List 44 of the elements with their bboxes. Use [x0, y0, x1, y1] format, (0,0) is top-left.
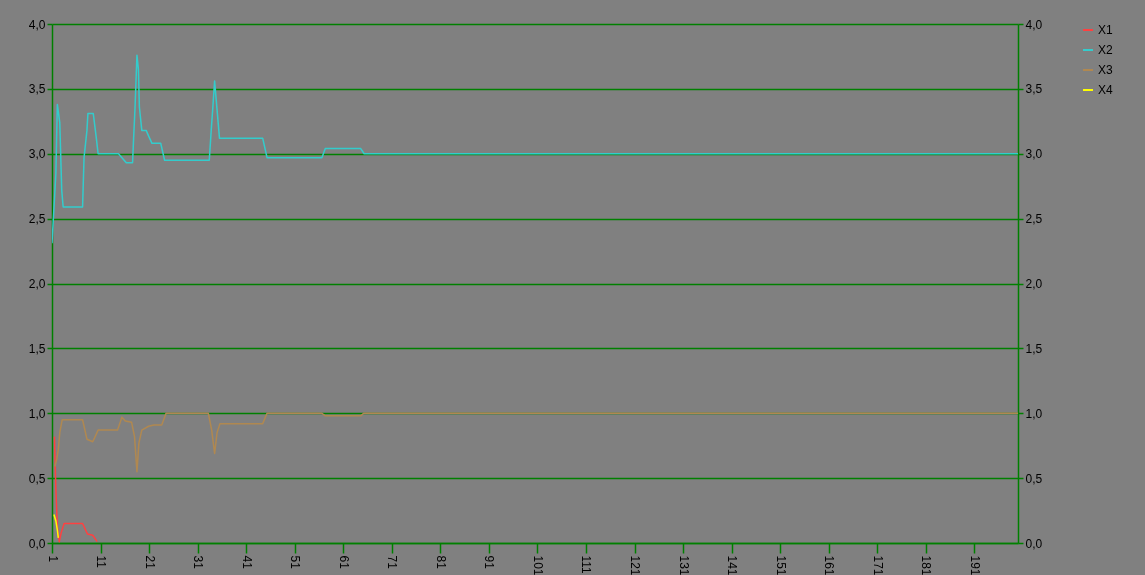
- legend-label: X4: [1098, 83, 1113, 97]
- x-tick-label: 121: [628, 555, 643, 575]
- x-tick-label: 71: [385, 555, 400, 570]
- x-tick-label: 141: [725, 555, 740, 575]
- x-tick-label: 21: [142, 555, 157, 570]
- x-tick-label: 101: [530, 555, 545, 575]
- y2-tick-label: 0,0: [1025, 536, 1043, 551]
- x-tick-label: 81: [433, 555, 448, 570]
- y2-tick-label: 0,5: [1025, 471, 1043, 486]
- x-tick-label: 131: [676, 555, 691, 575]
- y-tick-label: 3,0: [28, 147, 46, 162]
- legend-label: X3: [1098, 63, 1113, 77]
- y-tick-label: 2,5: [28, 212, 46, 227]
- x-tick-label: 161: [822, 555, 837, 575]
- y2-tick-label: 3,5: [1025, 82, 1043, 97]
- line-series: [53, 513, 60, 539]
- x-tick-label: 151: [773, 555, 788, 575]
- y2-tick-label: 1,5: [1025, 341, 1043, 356]
- legend-label: X2: [1098, 43, 1113, 57]
- x-tick-label: 191: [967, 555, 982, 575]
- x-tick-label: 181: [919, 555, 934, 575]
- y2-tick-label: 4,0: [1025, 17, 1043, 32]
- x-tick-label: 91: [482, 555, 497, 570]
- y-tick-label: 1,0: [28, 406, 46, 421]
- x-tick-label: 31: [191, 555, 206, 570]
- x-tick-label: 171: [870, 555, 885, 575]
- y-tick-label: 4,0: [28, 17, 46, 32]
- x-tick-label: 1: [45, 555, 60, 563]
- y2-tick-label: 3,0: [1025, 147, 1043, 162]
- y-tick-label: 3,5: [28, 82, 46, 97]
- y-tick-label: 0,0: [28, 536, 46, 551]
- y2-tick-label: 2,0: [1025, 277, 1043, 291]
- x-tick-label: 11: [94, 555, 109, 569]
- x-tick-label: 111: [579, 555, 594, 575]
- x-tick-label: 41: [239, 555, 254, 570]
- y2-tick-label: 1,0: [1025, 406, 1043, 421]
- legend-label: X1: [1098, 23, 1113, 37]
- y2-tick-label: 2,5: [1025, 212, 1043, 227]
- line-series: [53, 435, 98, 543]
- x-tick-label: 61: [336, 555, 351, 570]
- x-tick-label: 51: [288, 555, 303, 570]
- y-tick-label: 2,0: [28, 277, 46, 291]
- y-tick-label: 0,5: [28, 471, 46, 486]
- y-tick-label: 1,5: [28, 341, 46, 356]
